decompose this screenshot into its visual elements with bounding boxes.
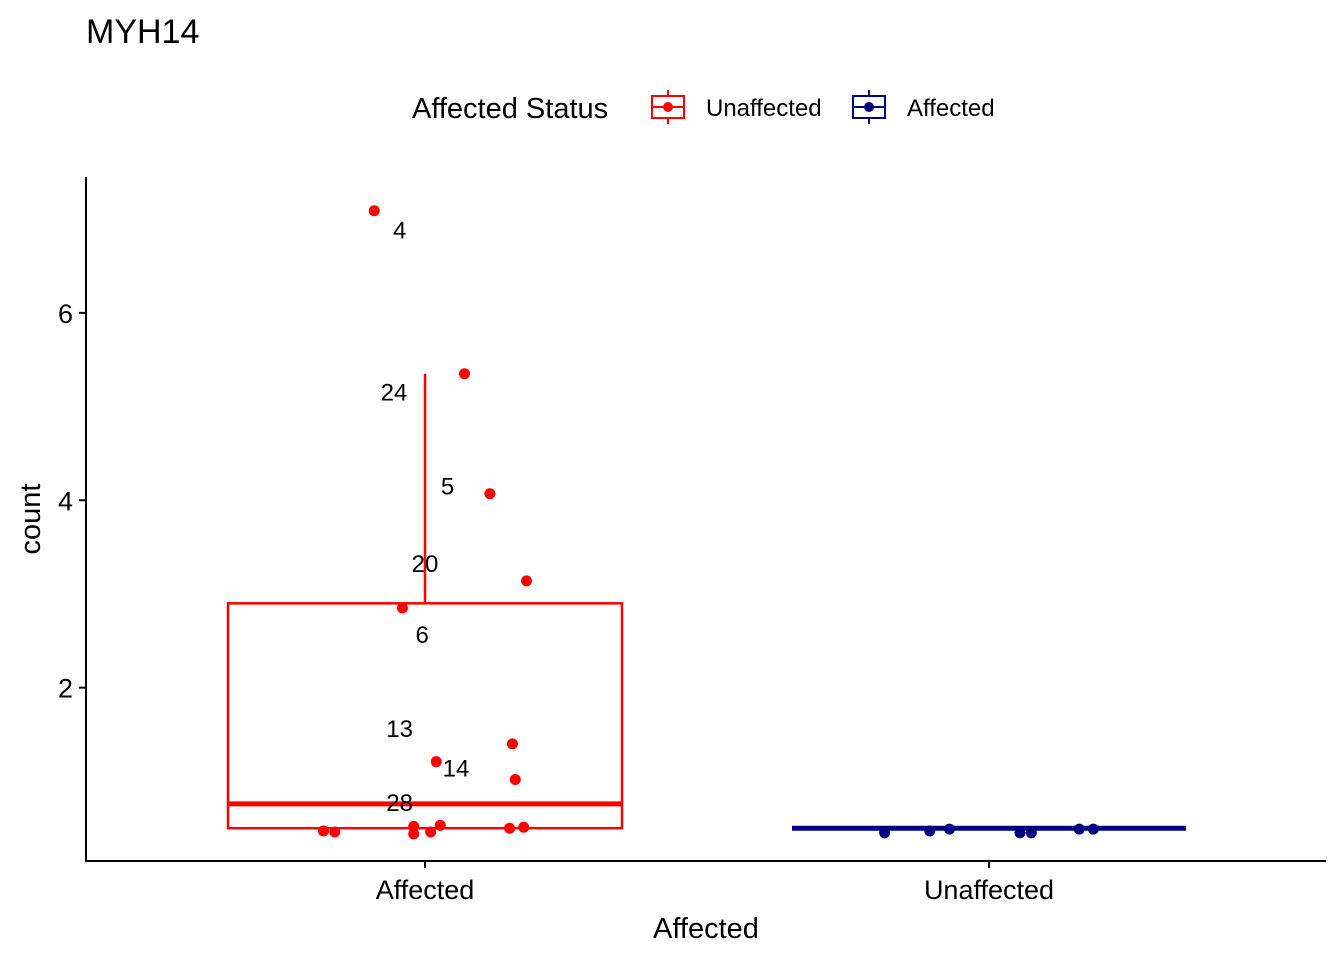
data-point <box>329 826 341 838</box>
box-affected <box>226 602 624 830</box>
legend-key-affected <box>852 90 886 124</box>
data-point <box>484 488 496 500</box>
plot-area: 4 24 5 20 6 13 14 28 <box>226 205 1186 840</box>
point-label: 20 <box>412 551 439 578</box>
data-point <box>430 756 442 768</box>
data-point <box>425 826 437 838</box>
x-axis-title: Affected <box>653 913 759 945</box>
legend-label-affected: Affected <box>907 95 995 122</box>
y-tick-label: 2 <box>58 674 73 704</box>
y-tick-label: 4 <box>58 486 73 516</box>
chart-title: MYH14 <box>86 13 199 51</box>
data-point <box>944 823 956 835</box>
y-axis-title: count <box>15 484 47 555</box>
data-point <box>879 827 891 839</box>
point-label: 4 <box>393 217 406 244</box>
legend-key-unaffected <box>651 90 685 124</box>
point-label: 5 <box>441 473 454 500</box>
data-point <box>1087 823 1099 835</box>
legend-label-unaffected: Unaffected <box>706 95 822 122</box>
point-label: 28 <box>386 790 413 817</box>
data-point <box>518 821 530 833</box>
point-label: 24 <box>381 380 408 407</box>
data-point <box>1025 827 1037 839</box>
x-tick-label: Affected <box>376 875 475 905</box>
data-point <box>396 602 408 614</box>
data-point <box>521 575 533 587</box>
legend-key-affected-point <box>864 102 874 112</box>
data-point <box>408 828 420 840</box>
data-point <box>1014 827 1026 839</box>
legend-title: Affected Status <box>412 93 608 125</box>
point-label: 6 <box>416 622 429 649</box>
data-point <box>1073 823 1085 835</box>
data-point <box>509 773 521 785</box>
data-point <box>504 822 516 834</box>
x-tick-label: Unaffected <box>924 875 1054 905</box>
y-tick-label: 6 <box>58 299 73 329</box>
legend-key-unaffected-point <box>663 102 673 112</box>
data-point <box>434 819 446 831</box>
point-label: 13 <box>386 716 413 743</box>
data-point <box>458 368 470 380</box>
data-point <box>924 825 936 837</box>
data-point <box>368 205 380 217</box>
data-point <box>506 738 518 750</box>
legend: Affected Status Unaffected Affected <box>412 90 995 125</box>
data-point <box>317 825 329 837</box>
point-label: 14 <box>443 755 470 782</box>
